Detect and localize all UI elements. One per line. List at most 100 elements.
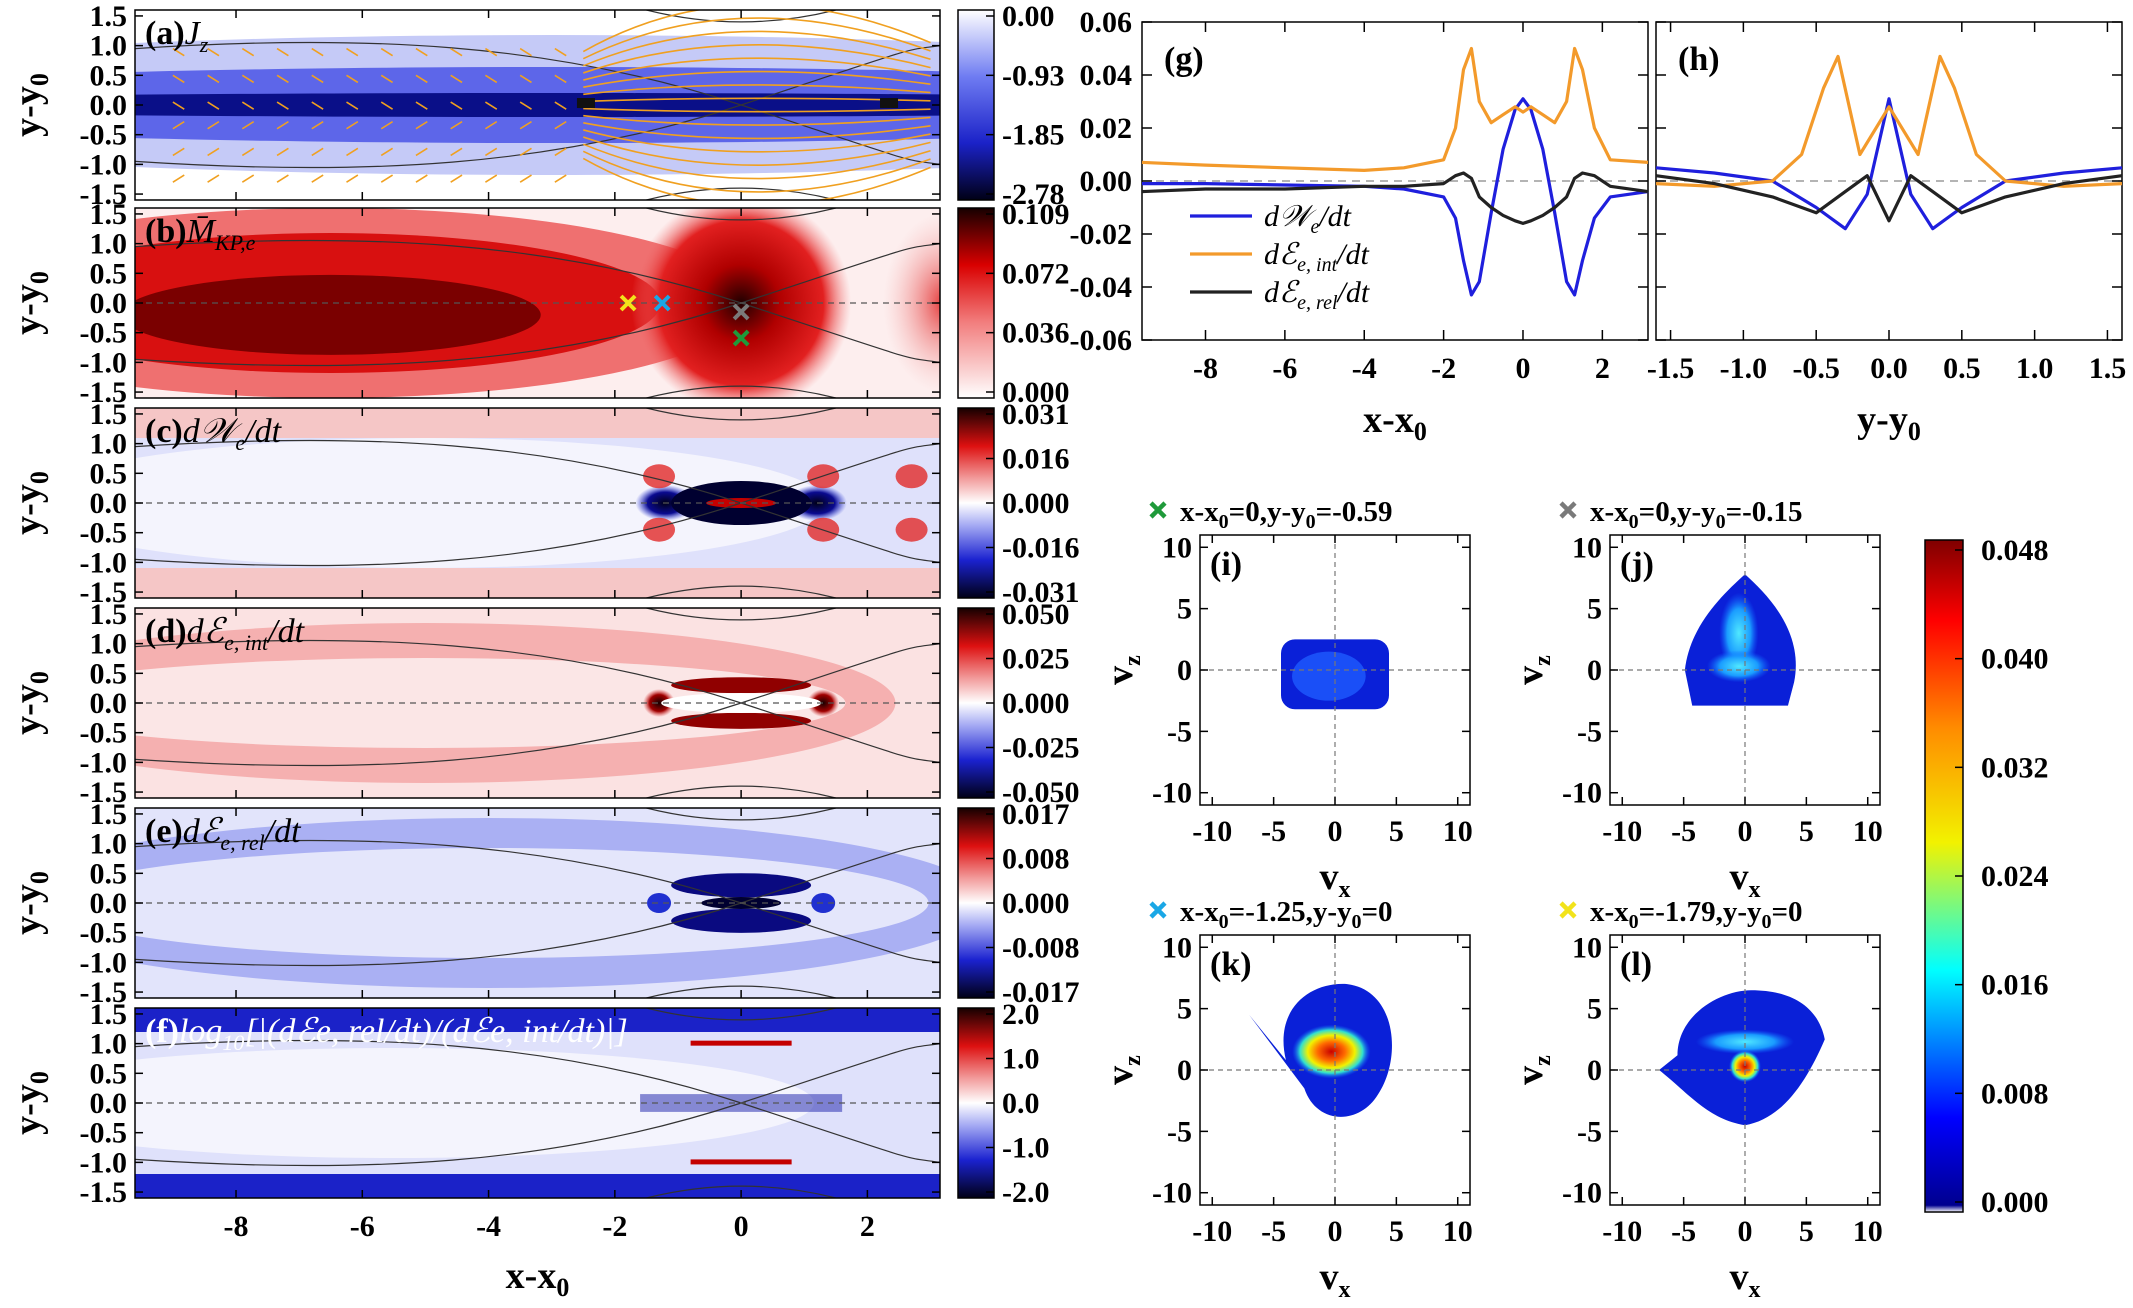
y-tick-label: -0.5 — [80, 119, 128, 152]
y-axis-label: vz — [1099, 655, 1146, 685]
streamline — [207, 74, 220, 84]
streamline — [583, 44, 931, 74]
y-tick-label: 0.06 — [1080, 6, 1133, 39]
y-tick-label: -1.5 — [80, 776, 128, 809]
panel-label-h: (h) — [1678, 41, 1720, 78]
vdf-panel-k: 10 5 0 -5 -10-10 -5 0 5 10 (k) x-x0=-1.25,y-y0=0 vx… — [1099, 896, 1473, 1303]
streamline — [484, 47, 498, 57]
y-tick-label: -0.5 — [80, 917, 128, 950]
streamline — [582, 30, 931, 67]
streamline — [241, 174, 255, 183]
colorbar-tick-label: 0.040 — [1981, 643, 2049, 676]
colorbar-gradient — [1924, 539, 1964, 1213]
colorbar-tick-label: 0.109 — [1002, 198, 1070, 231]
streamline — [207, 120, 220, 130]
x-tick-label: 10 — [1443, 815, 1473, 848]
x-axis-label: vx — [1730, 856, 1761, 903]
colorbar-b — [957, 207, 995, 399]
streamline — [583, 114, 931, 126]
colorbar-tick-label: 0.032 — [1981, 751, 2049, 784]
streamline — [554, 74, 567, 84]
y-axis-label: vz — [1509, 1055, 1556, 1085]
title-marker-icon — [1559, 501, 1577, 519]
legend-entry: dℰe, int/dt — [1264, 238, 1370, 276]
y-tick-label: -0.5 — [80, 517, 128, 550]
y-tick-label: 10 — [1572, 931, 1602, 964]
distribution-core — [1706, 650, 1771, 683]
streamline — [450, 47, 463, 57]
colorbar-tick-label: -2.78 — [1002, 178, 1065, 211]
y-tick-label: 5 — [1587, 993, 1602, 1026]
panel-label-j: (j) — [1620, 546, 1654, 583]
y-tick-label: -1.5 — [80, 576, 128, 609]
y-tick-label: -0.02 — [1070, 218, 1133, 251]
y-tick-label: -10 — [1562, 1177, 1602, 1210]
y-tick-label: -1.5 — [80, 178, 128, 211]
field-line — [646, 808, 836, 821]
streamline — [380, 74, 394, 84]
y-tick-label: -0.06 — [1070, 324, 1133, 357]
series-line-dWe/dt — [1142, 97, 1649, 297]
title-marker-icon — [1149, 501, 1167, 519]
y-axis-label: y-y0 — [7, 271, 54, 335]
y-tick-label: 0.0 — [90, 89, 128, 122]
streamline — [276, 147, 289, 157]
colorbar-tick-label: -0.008 — [1002, 932, 1080, 965]
streamline — [241, 147, 255, 157]
streamline — [172, 147, 185, 157]
panel-c: 1.51.00.50.0-0.5-1.0-1.5 y-y0 (c)d𝒲e/dt 0.0… — [7, 398, 1080, 609]
colorbar-tick-label: -0.031 — [1002, 576, 1080, 609]
y-tick-label: -5 — [1167, 1115, 1192, 1148]
x-tick-label: -10 — [1192, 815, 1232, 848]
panel-label-i: (i) — [1210, 546, 1242, 583]
y-tick-label: -10 — [1562, 777, 1602, 810]
field-line — [135, 45, 940, 169]
colorbar-tick-label: 0.000 — [1002, 887, 1070, 920]
x-tick-label: 10 — [1443, 1215, 1473, 1248]
y-tick-label: 1.0 — [90, 1028, 128, 1061]
y-tick-label: 1.5 — [90, 398, 128, 431]
colorbar-a — [957, 9, 995, 201]
y-tick-label: -10 — [1152, 1177, 1192, 1210]
y-axis-label: y-y0 — [7, 871, 54, 935]
x-tick-label: -5 — [1261, 815, 1286, 848]
streamline — [241, 74, 255, 84]
colorbar-tick-label: -1.85 — [1002, 119, 1065, 152]
colorbar-tick-label: -0.050 — [1002, 776, 1080, 809]
streamline — [582, 157, 931, 200]
streamline — [415, 101, 428, 110]
y-tick-label: 0.5 — [90, 1057, 128, 1090]
streamline — [172, 120, 185, 130]
panel-label-b: (b)M̄KP,e — [145, 213, 256, 255]
field-line — [646, 608, 836, 621]
y-tick-label: 0.0 — [90, 487, 128, 520]
x-tick-label: -4 — [476, 1210, 501, 1243]
legend-entry: dℰe, rel/dt — [1264, 276, 1370, 314]
field-line — [646, 408, 836, 421]
y-axis-label: y-y0 — [7, 1071, 54, 1135]
streamline — [172, 74, 185, 84]
y-tick-label: 0 — [1587, 1054, 1602, 1087]
colorbar-tick-label: 0.025 — [1002, 643, 1070, 676]
colorbar-tick-label: -0.93 — [1002, 59, 1065, 92]
y-tick-label: 1.0 — [90, 228, 128, 261]
x-tick-label: -10 — [1192, 1215, 1232, 1248]
colorbar-tick-label: 0.000 — [1981, 1186, 2049, 1219]
x-tick-label: -10 — [1602, 1215, 1642, 1248]
x-tick-label: -10 — [1602, 815, 1642, 848]
y-tick-label: 0.0 — [90, 887, 128, 920]
y-tick-label: -1.0 — [80, 148, 128, 181]
gray-x-marker — [732, 303, 750, 321]
field-line — [135, 839, 940, 963]
field-line — [646, 985, 836, 998]
x-tick-label: 0 — [1328, 815, 1343, 848]
streamline — [415, 147, 428, 157]
streamlines — [172, 10, 931, 200]
streamline — [554, 174, 567, 183]
field-line — [135, 443, 940, 567]
series-line-dEe,rel/dt — [1141, 171, 1649, 225]
field-line — [646, 585, 836, 598]
x-tick-label: -0.5 — [1792, 352, 1840, 385]
y-tick-label: 0.0 — [90, 287, 128, 320]
